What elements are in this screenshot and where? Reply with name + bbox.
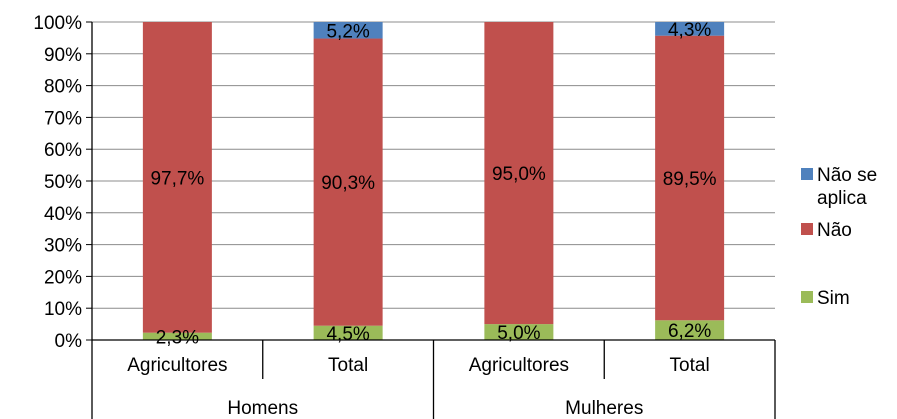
- y-tick-label: 20%: [44, 267, 82, 288]
- bar-segment: [484, 324, 554, 340]
- legend-label: aplica: [817, 188, 867, 209]
- data-label: 2,3%: [156, 327, 199, 348]
- y-tick-label: 50%: [44, 172, 82, 193]
- data-label: 5,0%: [497, 323, 540, 344]
- bar-segment: [142, 22, 212, 333]
- y-tick-label: 80%: [44, 77, 82, 98]
- bars: [142, 22, 725, 340]
- data-label: 6,2%: [668, 321, 711, 342]
- x-group-label: Mulheres: [565, 398, 643, 419]
- bar-segment: [655, 320, 725, 340]
- axes: [86, 21, 776, 419]
- data-label: 4,3%: [668, 20, 711, 41]
- x-category-label: Agricultores: [127, 355, 227, 376]
- bar-segment: [655, 35, 725, 321]
- data-label: 95,0%: [492, 164, 546, 185]
- data-label: 5,2%: [326, 21, 369, 42]
- legend-swatch: [801, 291, 813, 303]
- legend-label: Sim: [817, 288, 850, 309]
- data-label: 97,7%: [150, 168, 204, 189]
- y-tick-label: 100%: [33, 13, 82, 34]
- data-label: 90,3%: [321, 173, 375, 194]
- bar-segment: [484, 22, 554, 325]
- y-tick-label: 10%: [44, 299, 82, 320]
- y-tick-label: 60%: [44, 140, 82, 161]
- y-tick-label: 40%: [44, 204, 82, 225]
- y-tick-label: 0%: [55, 331, 83, 352]
- bar-segment: [142, 332, 212, 340]
- bar-segment: [655, 22, 725, 36]
- y-tick-label: 70%: [44, 108, 82, 129]
- x-category-label: Agricultores: [469, 355, 569, 376]
- bar-segment: [313, 22, 383, 39]
- y-tick-label: 30%: [44, 236, 82, 257]
- data-labels: 2,3% 97,7% 4,5% 90,3% 5,2% 5,0% 95,0% 6,2% 89,5%…: [150, 20, 716, 349]
- legend-label: Não se: [817, 165, 877, 186]
- bar-segment: [313, 38, 383, 326]
- y-tick-label: 90%: [44, 45, 82, 66]
- legend-swatch: [801, 223, 813, 235]
- data-label: 4,5%: [326, 324, 369, 345]
- bar-segment: [313, 325, 383, 340]
- x-category-label: Total: [328, 355, 368, 376]
- y-tick-labels: 0% 10% 20% 30% 40% 50% 60% 70% 80% 90% 100%: [33, 13, 82, 352]
- x-group-label: Homens: [227, 398, 298, 419]
- legend-swatch: [801, 168, 813, 180]
- x-category-label: Total: [670, 355, 710, 376]
- x-category-labels: Agricultores Total Agricultores Total Homens…: [127, 355, 709, 419]
- legend-label: Não: [817, 220, 852, 241]
- data-label: 89,5%: [663, 169, 717, 190]
